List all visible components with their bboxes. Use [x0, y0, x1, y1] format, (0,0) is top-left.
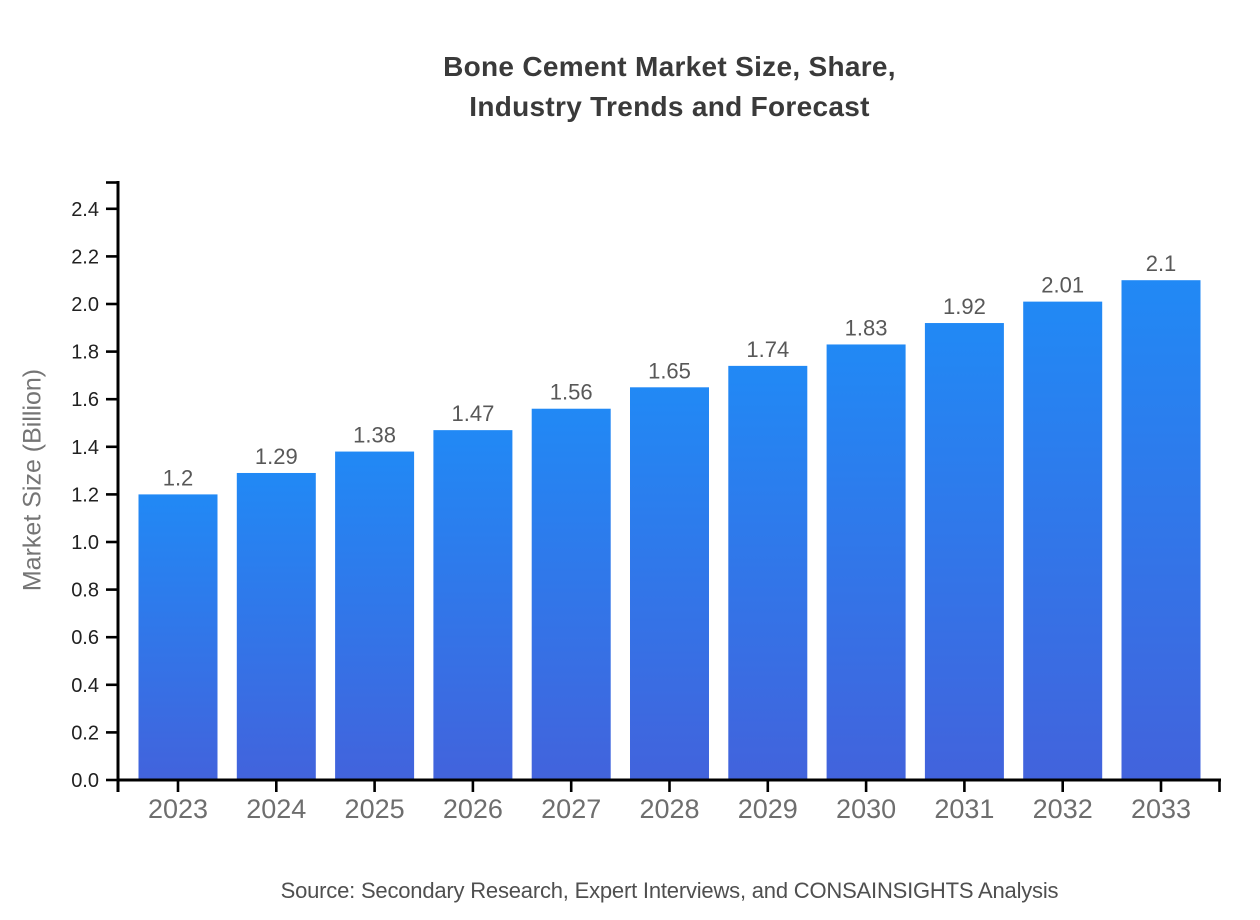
- bar-value-label: 1.83: [845, 315, 888, 340]
- y-tick-label: 2.4: [71, 199, 99, 221]
- bar-2033: [1121, 280, 1201, 780]
- x-tick-label: 2024: [246, 794, 306, 824]
- x-tick-label: 2025: [345, 794, 405, 824]
- bar-value-label: 1.29: [255, 444, 298, 469]
- x-tick-label: 2027: [541, 794, 601, 824]
- bar-2026: [433, 430, 513, 780]
- bar-value-label: 1.65: [648, 358, 691, 383]
- y-tick-label: 0.2: [71, 722, 99, 744]
- bar-2027: [531, 408, 611, 780]
- bar-2032: [1023, 301, 1103, 780]
- y-tick-label: 1.0: [71, 532, 99, 554]
- y-tick-label: 1.2: [71, 484, 99, 506]
- y-tick-label: 1.8: [71, 342, 99, 364]
- x-tick-label: 2031: [934, 794, 994, 824]
- bar-2025: [335, 451, 415, 780]
- bar-value-label: 2.01: [1041, 273, 1084, 298]
- bar-value-label: 1.92: [943, 294, 986, 319]
- bar-2028: [630, 387, 709, 780]
- y-tick-label: 2.0: [71, 294, 99, 316]
- bar-2030: [826, 344, 906, 780]
- y-tick-label: 1.4: [71, 437, 99, 459]
- x-tick-label: 2026: [443, 794, 503, 824]
- x-tick-label: 2032: [1033, 794, 1093, 824]
- y-tick-label: 1.6: [71, 389, 99, 411]
- bar-value-label: 1.38: [353, 423, 396, 448]
- bar-value-label: 1.56: [550, 380, 593, 405]
- x-tick-label: 2023: [148, 794, 208, 824]
- bar-2023: [138, 494, 218, 780]
- chart-title: Bone Cement Market Size, Share, Industry…: [118, 47, 1221, 127]
- chart-title-line2: Industry Trends and Forecast: [469, 91, 870, 122]
- bar-2031: [924, 323, 1004, 780]
- bar-2024: [236, 472, 316, 780]
- x-tick-label: 2030: [836, 794, 896, 824]
- x-tick-label: 2029: [738, 794, 798, 824]
- x-tick-label: 2033: [1131, 794, 1191, 824]
- x-tick-label: 2028: [639, 794, 699, 824]
- bar-value-label: 2.1: [1146, 251, 1177, 276]
- y-tick-label: 0.8: [71, 580, 99, 602]
- bar-value-label: 1.74: [746, 337, 789, 362]
- bar-value-label: 1.2: [163, 465, 194, 490]
- y-tick-label: 2.2: [71, 246, 99, 268]
- bar-value-label: 1.47: [451, 401, 494, 426]
- y-tick-label: 0.0: [71, 770, 99, 792]
- chart-title-line1: Bone Cement Market Size, Share,: [443, 51, 896, 82]
- source-caption: Source: Secondary Research, Expert Inter…: [280, 878, 1059, 903]
- y-tick-label: 0.4: [71, 675, 99, 697]
- bar-2029: [728, 365, 808, 780]
- y-tick-label: 0.6: [71, 627, 99, 649]
